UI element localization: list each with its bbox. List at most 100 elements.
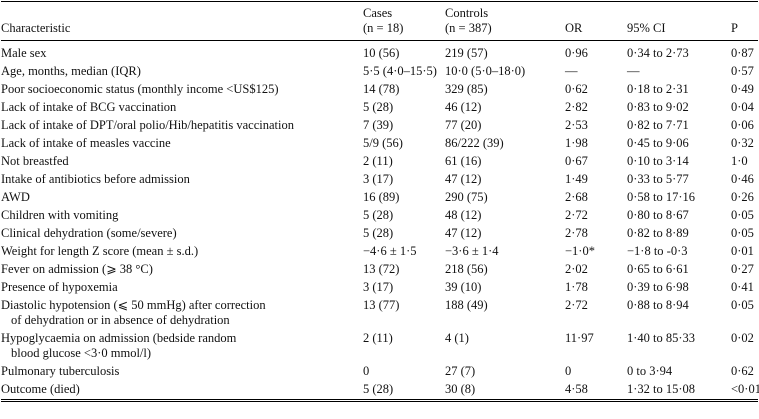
table-cell: — <box>565 64 578 78</box>
table-row: Fever on admission (⩾ 38 °C) 13 (72) 218 (… <box>1 261 758 279</box>
table-cell: 0·67 <box>565 154 588 168</box>
table-body: Male sex 10 (56) 219 (57) 0·96 0·34 to 2·73 0… <box>1 41 759 401</box>
characteristic-text: Presence of hypoxemia <box>1 280 118 294</box>
table-cell: 4 (1) <box>445 331 469 345</box>
characteristic-text: Clinical dehydration (some/severe) <box>1 226 177 240</box>
table-cell: Children with vomiting <box>1 207 363 225</box>
table-header: Characteristic Cases (n = 18) Controls (n = … <box>1 1 758 41</box>
table-cell: 0·32 <box>731 136 754 150</box>
table-cell: 0·05 <box>731 226 754 240</box>
table-row: Outcome (died) 5 (28) 30 (8) 4·58 1·32 to 15… <box>1 381 759 401</box>
characteristic-text: Diastolic hypotension (⩽ 50 mmHg) after … <box>1 298 266 312</box>
table-cell: 5 (28) <box>363 208 394 222</box>
table-cell: −4·6 ± 1·5 <box>363 244 417 258</box>
table-cell: 1·40 to 85·33 <box>627 331 696 345</box>
table-cell: 0·26 <box>731 190 754 204</box>
table-row: Clinical dehydration (some/severe) 5 (28)… <box>1 225 758 243</box>
characteristic-text: Not breastfed <box>1 154 69 168</box>
table-cell: 11·97 <box>565 331 594 345</box>
table-cell: 0·58 to 17·16 <box>627 190 696 204</box>
table-cell: 0·46 <box>731 172 754 186</box>
table-cell: 1·0 <box>731 154 748 168</box>
table-cell: 2·68 <box>565 190 588 204</box>
table-cell: 14 (78) <box>363 82 400 96</box>
table-cell: 0 <box>363 364 370 378</box>
table-cell: Lack of intake of DPT/oral polio/Hib/hep… <box>1 117 363 135</box>
table-cell: 5/9 (56) <box>363 136 403 150</box>
characteristic-text: Lack of intake of BCG vaccination <box>1 100 177 114</box>
table-cell: Poor socioeconomic status (monthly incom… <box>1 81 363 99</box>
table-cell: Male sex <box>1 41 363 63</box>
table-cell: Lack of intake of measles vaccine <box>1 135 363 153</box>
table-cell: 5 (28) <box>363 226 394 240</box>
header-cell: Controls (n = 387) <box>445 2 565 41</box>
table-cell: 0·05 <box>731 298 754 312</box>
table-cell: 46 (12) <box>445 100 482 114</box>
table-cell: 47 (12) <box>445 226 482 240</box>
table-row: Diastolic hypotension (⩽ 50 mmHg) after … <box>1 297 758 330</box>
characteristic-text: Lack of intake of DPT/oral polio/Hib/hep… <box>1 118 294 132</box>
table-cell: 39 (10) <box>445 280 482 294</box>
header-text: OR <box>565 21 583 35</box>
header-row: Characteristic Cases (n = 18) Controls (n = … <box>1 2 758 41</box>
table-cell: 0 <box>565 364 572 378</box>
table-cell: Diastolic hypotension (⩽ 50 mmHg) after … <box>1 297 363 330</box>
table-row: Lack of intake of BCG vaccination 5 (28) 4… <box>1 99 758 117</box>
table-row: Weight for length Z score (mean ± s.d.) −… <box>1 243 758 261</box>
table-cell: 0·83 to 9·02 <box>627 100 689 114</box>
header-cell: P <box>731 2 758 41</box>
table-cell: 0·57 <box>731 64 754 78</box>
table-cell: 30 (8) <box>445 382 476 396</box>
table-cell: 48 (12) <box>445 208 482 222</box>
table-cell: −3·6 ± 1·4 <box>445 244 499 258</box>
header-cell: OR <box>565 2 627 41</box>
header-cell: Cases (n = 18) <box>363 2 445 41</box>
characteristic-text: of dehydration or in absence of dehydrat… <box>11 313 230 327</box>
table-row: Poor socioeconomic status (monthly incom… <box>1 81 758 99</box>
table-cell: Weight for length Z score (mean ± s.d.) <box>1 243 363 261</box>
table-row: Intake of antibiotics before admission 3 … <box>1 171 758 189</box>
table-cell: 5·5 (4·0–15·5) <box>363 64 437 78</box>
table-cell: 0·62 <box>565 82 588 96</box>
header-cell: Characteristic <box>1 2 363 41</box>
table-cell: 329 (85) <box>445 82 488 96</box>
characteristic-text: Intake of antibiotics before admission <box>1 172 190 186</box>
table-cell: 218 (56) <box>445 262 488 276</box>
header-text: 95% CI <box>627 21 666 35</box>
table-cell: Pulmonary tuberculosis <box>1 363 363 381</box>
data-table: Characteristic Cases (n = 18) Controls (n = … <box>1 1 759 402</box>
characteristic-text: Lack of intake of measles vaccine <box>1 136 171 150</box>
table-cell: 0·27 <box>731 262 754 276</box>
characteristic-text: Age, months, median (IQR) <box>1 64 141 78</box>
table-cell: 7 (39) <box>363 118 394 132</box>
characteristic-text: Fever on admission (⩾ 38 °C) <box>1 262 153 276</box>
table-cell: 1·32 to 15·08 <box>627 382 696 396</box>
table-cell: 5 (28) <box>363 382 394 396</box>
table-cell: 2·72 <box>565 298 588 312</box>
table-cell: 188 (49) <box>445 298 488 312</box>
table-row: Hypoglycaemia on admission (bedside rand… <box>1 330 758 363</box>
characteristic-text: Hypoglycaemia on admission (bedside rand… <box>1 331 237 345</box>
table-cell: 290 (75) <box>445 190 488 204</box>
table-row: Male sex 10 (56) 219 (57) 0·96 0·34 to 2·73 0… <box>1 41 758 63</box>
header-text: (n = 18) <box>363 21 404 35</box>
table-cell: Presence of hypoxemia <box>1 279 363 297</box>
table-cell: 0·33 to 5·77 <box>627 172 689 186</box>
table-row: AWD 16 (89) 290 (75) 2·68 0·58 to 17·16 0·26 <box>1 189 758 207</box>
table-cell: 2·72 <box>565 208 588 222</box>
table-cell: 13 (72) <box>363 262 400 276</box>
table-cell: 10·0 (5·0–18·0) <box>445 64 526 78</box>
characteristic-text: AWD <box>1 190 30 204</box>
table-cell: 0·02 <box>731 331 754 345</box>
table-row: Presence of hypoxemia 3 (17) 39 (10) 1·78 0·… <box>1 279 758 297</box>
table-cell: 4·58 <box>565 382 588 396</box>
table-row: Age, months, median (IQR) 5·5 (4·0–15·5) 1… <box>1 63 758 81</box>
table-cell: 86/222 (39) <box>445 136 504 150</box>
table-row: Not breastfed 2 (11) 61 (16) 0·67 0·10 to 3·… <box>1 153 758 171</box>
characteristic-text: Poor socioeconomic status (monthly incom… <box>1 82 279 96</box>
table-cell: Not breastfed <box>1 153 363 171</box>
table-cell: 27 (7) <box>445 364 476 378</box>
table-cell: 0·62 <box>731 364 754 378</box>
table-cell: 0 to 3·94 <box>627 364 673 378</box>
table-cell: −1·0* <box>565 244 595 258</box>
